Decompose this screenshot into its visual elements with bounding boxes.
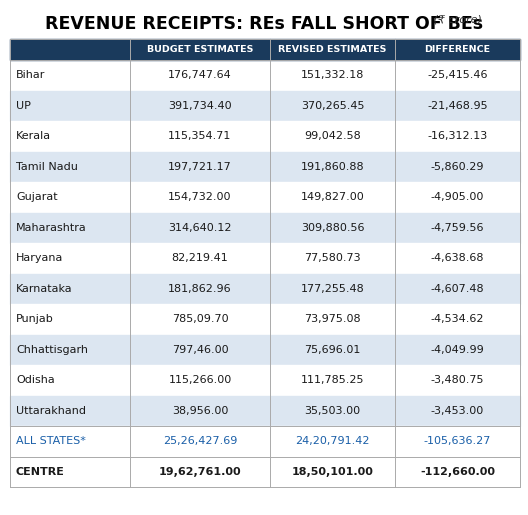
- Bar: [10, 121, 520, 151]
- Text: -4,607.48: -4,607.48: [431, 284, 484, 294]
- Text: 181,862.96: 181,862.96: [168, 284, 232, 294]
- Text: 75,696.01: 75,696.01: [304, 345, 361, 355]
- Text: REVISED ESTIMATES: REVISED ESTIMATES: [278, 45, 386, 54]
- Text: ALL STATES*: ALL STATES*: [16, 436, 86, 447]
- Text: Karnataka: Karnataka: [16, 284, 73, 294]
- Text: Bihar: Bihar: [16, 70, 45, 80]
- Text: BUDGET ESTIMATES: BUDGET ESTIMATES: [147, 45, 253, 54]
- Text: Gujarat: Gujarat: [16, 192, 58, 202]
- Text: -3,453.00: -3,453.00: [431, 406, 484, 416]
- Text: -4,905.00: -4,905.00: [431, 192, 484, 202]
- Text: Punjab: Punjab: [16, 314, 54, 324]
- Text: Uttarakhand: Uttarakhand: [16, 406, 86, 416]
- Text: -3,480.75: -3,480.75: [431, 375, 484, 385]
- Text: 391,734.40: 391,734.40: [168, 101, 232, 111]
- Text: -4,638.68: -4,638.68: [431, 253, 484, 263]
- Text: 115,266.00: 115,266.00: [168, 375, 232, 385]
- Text: 370,265.45: 370,265.45: [301, 101, 364, 111]
- Bar: [10, 213, 520, 243]
- Text: 19,62,761.00: 19,62,761.00: [159, 467, 241, 477]
- Text: REVENUE RECEIPTS: REs FALL SHORT OF BEs: REVENUE RECEIPTS: REs FALL SHORT OF BEs: [45, 15, 483, 33]
- Text: DIFFERENCE: DIFFERENCE: [425, 45, 491, 54]
- Text: -112,660.00: -112,660.00: [420, 467, 495, 477]
- Text: -4,759.56: -4,759.56: [431, 223, 484, 233]
- Text: 191,860.88: 191,860.88: [300, 162, 364, 171]
- Bar: [130, 39, 270, 60]
- Bar: [270, 39, 395, 60]
- Text: 24,20,791.42: 24,20,791.42: [295, 436, 370, 447]
- Text: 154,732.00: 154,732.00: [168, 192, 232, 202]
- Bar: [10, 335, 520, 365]
- Text: 73,975.08: 73,975.08: [304, 314, 361, 324]
- Text: (₹ crore): (₹ crore): [430, 15, 482, 25]
- Bar: [10, 426, 520, 456]
- Bar: [395, 39, 520, 60]
- Text: 115,354.71: 115,354.71: [168, 131, 232, 141]
- Text: -5,860.29: -5,860.29: [431, 162, 484, 171]
- Text: Chhattisgarh: Chhattisgarh: [16, 345, 88, 355]
- Text: UP: UP: [16, 101, 31, 111]
- Text: 785,09.70: 785,09.70: [172, 314, 228, 324]
- Text: 18,50,101.00: 18,50,101.00: [291, 467, 373, 477]
- Text: 177,255.48: 177,255.48: [300, 284, 364, 294]
- Bar: [10, 243, 520, 273]
- Text: 38,956.00: 38,956.00: [172, 406, 228, 416]
- Bar: [10, 39, 130, 60]
- Bar: [10, 60, 520, 91]
- Bar: [10, 91, 520, 121]
- Text: 82,219.41: 82,219.41: [172, 253, 229, 263]
- Text: 197,721.17: 197,721.17: [168, 162, 232, 171]
- Bar: [10, 304, 520, 335]
- Text: -25,415.46: -25,415.46: [427, 70, 488, 80]
- Text: 25,26,427.69: 25,26,427.69: [163, 436, 237, 447]
- Bar: [10, 456, 520, 487]
- Text: 314,640.12: 314,640.12: [168, 223, 232, 233]
- Text: -105,636.27: -105,636.27: [424, 436, 491, 447]
- Text: 149,827.00: 149,827.00: [300, 192, 364, 202]
- Text: Tamil Nadu: Tamil Nadu: [16, 162, 78, 171]
- Text: Kerala: Kerala: [16, 131, 51, 141]
- Text: Haryana: Haryana: [16, 253, 63, 263]
- Text: 99,042.58: 99,042.58: [304, 131, 361, 141]
- Bar: [10, 396, 520, 426]
- Text: 111,785.25: 111,785.25: [301, 375, 364, 385]
- Bar: [10, 151, 520, 182]
- Bar: [10, 182, 520, 213]
- Text: Odisha: Odisha: [16, 375, 55, 385]
- Text: 176,747.64: 176,747.64: [168, 70, 232, 80]
- Text: -16,312.13: -16,312.13: [427, 131, 488, 141]
- Text: 77,580.73: 77,580.73: [304, 253, 361, 263]
- Text: -4,534.62: -4,534.62: [431, 314, 484, 324]
- Text: 151,332.18: 151,332.18: [301, 70, 364, 80]
- Text: 797,46.00: 797,46.00: [172, 345, 228, 355]
- Text: Maharashtra: Maharashtra: [16, 223, 87, 233]
- Bar: [10, 365, 520, 396]
- Text: 35,503.00: 35,503.00: [305, 406, 361, 416]
- Text: -4,049.99: -4,049.99: [431, 345, 484, 355]
- Text: CENTRE: CENTRE: [16, 467, 65, 477]
- Text: 309,880.56: 309,880.56: [301, 223, 364, 233]
- Bar: [10, 273, 520, 304]
- Text: -21,468.95: -21,468.95: [427, 101, 488, 111]
